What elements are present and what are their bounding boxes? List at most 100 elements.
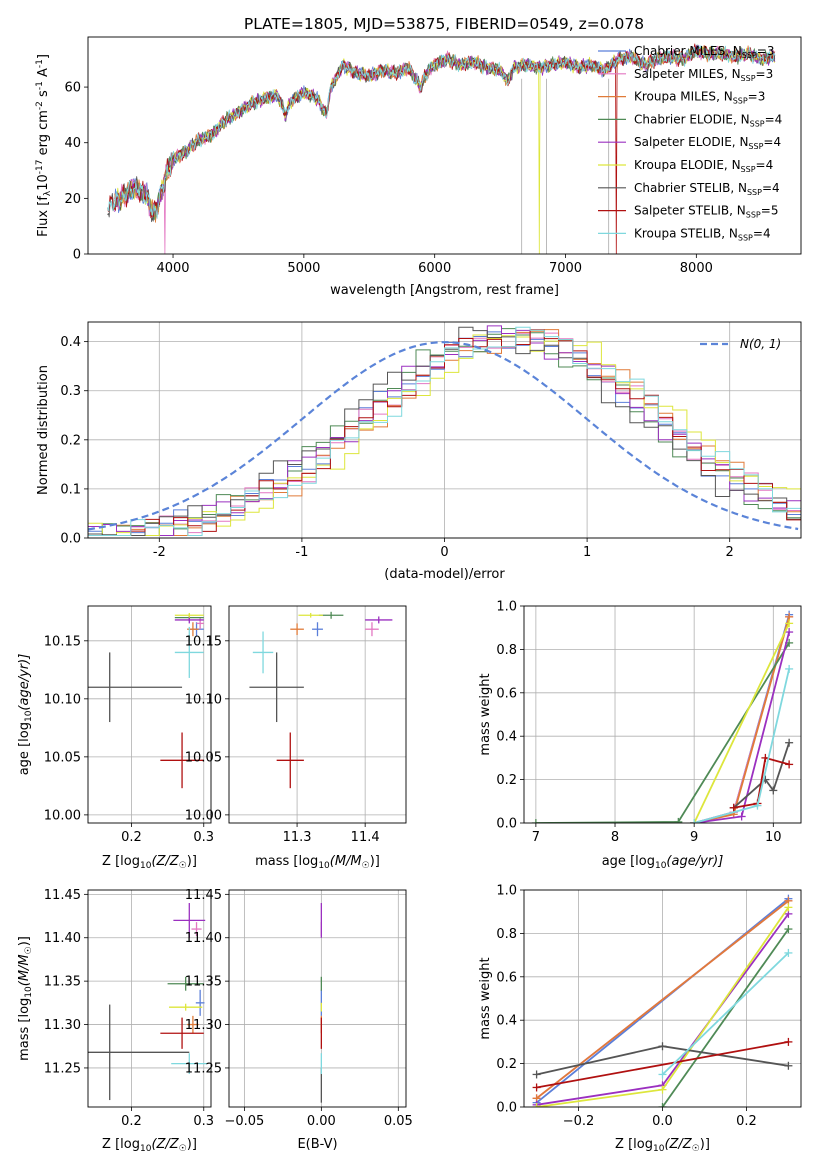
label-part: ,	[733, 112, 741, 126]
y-tick-label: 10.05	[44, 750, 81, 765]
label-part: =	[753, 226, 763, 240]
x-tick-label: 5000	[287, 261, 320, 276]
y-tick-label: 0.0	[496, 1101, 517, 1116]
label-part: (M/M	[17, 954, 32, 986]
label-part: )]	[187, 854, 197, 869]
spectrum-plot-area	[107, 43, 776, 254]
label-part: =	[756, 158, 766, 172]
label-part: ☉	[24, 946, 34, 954]
label-part: SSP	[741, 165, 756, 174]
x-tick-label: 4000	[156, 261, 189, 276]
residuals-plot-area	[88, 325, 801, 536]
errorbar-chabrier-elodie	[167, 976, 204, 991]
legend-label: Chabrier STELIB, NSSP=4	[634, 181, 780, 197]
weight-series-chabrier-elodie	[658, 925, 793, 1107]
x-tick-label: 0.3	[193, 830, 214, 845]
label-part: 10	[24, 710, 34, 722]
y-tick-label: 0.3	[60, 384, 81, 399]
errorbar-kroupa-elodie	[298, 612, 323, 618]
x-tick-label: −0.2	[563, 1114, 595, 1129]
label-part: N	[737, 204, 746, 218]
y-tick-label: 11.35	[185, 975, 222, 990]
label-part: N	[732, 67, 741, 81]
legend-label: Chabrier ELODIE, NSSP=4	[634, 112, 782, 128]
errorbar-chabrier-miles	[312, 622, 323, 637]
label-part: 4	[773, 135, 781, 149]
legend-label: Chabrier MILES, NSSP=3	[634, 44, 774, 60]
lambda-subscript: λ	[43, 190, 53, 196]
errorbar-chabrier-stelib	[88, 652, 183, 723]
y-tick-label: 10.10	[185, 692, 222, 707]
errorbar-salpeter-stelib	[160, 1017, 204, 1049]
x-tick-label: 0.00	[307, 1114, 336, 1129]
label-part: 3	[758, 90, 766, 104]
label-part: =	[763, 135, 773, 149]
x-tick-label: 9	[690, 830, 698, 845]
age-vs-mass-axes: 11.3 11.4 10.00 10.05 10.10 10.15	[185, 606, 406, 845]
y-tick-label: 1.0	[496, 884, 517, 899]
label-part: =	[756, 67, 766, 81]
label-part: 10	[318, 861, 330, 871]
errorbar-kroupa-elodie	[174, 612, 204, 618]
label-part: Z [log	[102, 1137, 140, 1152]
label-part: N	[733, 44, 742, 58]
label-part: Salpeter MILES	[634, 67, 724, 81]
label-part: 10	[653, 1144, 665, 1154]
label-part: -2	[35, 101, 45, 110]
label-part: SSP	[746, 211, 761, 220]
y-tick-label: 0.8	[496, 927, 517, 942]
mass-vs-Z-plot-area	[88, 903, 208, 1101]
label-part: Kroupa ELODIE	[634, 158, 724, 172]
label-part: Kroupa MILES	[634, 90, 716, 104]
axes-frame	[523, 605, 802, 824]
label-part: mass weight	[478, 957, 493, 1039]
y-tick-label: 11.40	[44, 931, 81, 946]
label-part: ☉	[179, 861, 187, 871]
label-part: (Z/Z	[664, 1137, 692, 1152]
label-part: (Z/Z	[151, 1137, 179, 1152]
weight-series-chabrier-stelib	[729, 738, 794, 812]
x-tick-label: 0.0	[652, 1114, 673, 1129]
label-part: 3	[766, 67, 774, 81]
age-vs-Z-axes: 0.2 0.3 10.00 10.05 10.10 10.15	[44, 606, 214, 845]
label-part: 4	[763, 226, 771, 240]
label-part: )]	[700, 1137, 710, 1152]
y-tick-label: 0	[73, 248, 81, 263]
x-axis-label: Z [log10(Z/Z☉)]	[102, 1137, 197, 1154]
y-tick-label: 0.2	[496, 773, 517, 788]
y-tick-label: 0.4	[60, 335, 81, 350]
y-tick-label: 0.0	[496, 817, 517, 832]
mass-weight-vs-age-plot-area	[531, 610, 794, 823]
errorbar-kroupa-miles	[187, 1015, 199, 1034]
y-axis-label: Flux [fλ10-17 erg cm-2 s-1 A-1]	[35, 54, 53, 237]
mass-weight-vs-Z-plot-area	[532, 894, 793, 1107]
normal-curve	[88, 341, 799, 531]
legend-label: Salpeter MILES, NSSP=3	[634, 67, 773, 83]
label-part: 3	[767, 44, 775, 58]
label-part: =	[762, 181, 772, 195]
axes-frame	[87, 36, 802, 255]
weight-line	[661, 952, 790, 1076]
label-part: Normed distribution	[36, 365, 51, 495]
label-part: ,	[724, 67, 732, 81]
label-part: mass weight	[478, 673, 493, 755]
y-tick-label: 11.30	[44, 1018, 81, 1033]
label-part: Z [log	[102, 854, 140, 869]
errorbar-chabrier-stelib	[88, 1004, 190, 1101]
errorbar-salpeter-elodie	[365, 616, 393, 624]
mass-weight-vs-age-axes: 7 8 9 10 0.0 0.2 0.4 0.6 0.8 1.0	[496, 600, 801, 845]
errorbar-kroupa-stelib	[252, 631, 274, 674]
label-part: SSP	[738, 233, 753, 242]
x-tick-label: 11.4	[351, 830, 380, 845]
y-tick-label: 0.4	[496, 1014, 517, 1029]
y-tick-label: 60	[64, 81, 81, 96]
label-part: Salpeter ELODIE	[634, 135, 732, 149]
axes-frame	[87, 605, 212, 824]
label-part: N	[729, 226, 738, 240]
age-vs-mass-plot-area	[249, 611, 393, 789]
label-part: ,	[716, 90, 724, 104]
x-tick-label: -2	[153, 545, 166, 560]
label-part: (M/M	[330, 854, 362, 869]
